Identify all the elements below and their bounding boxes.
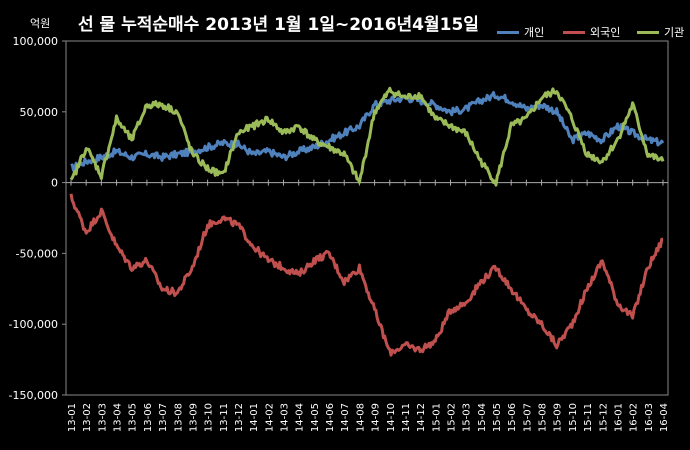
series-line-2: [69, 86, 665, 187]
x-tick-label: 13-07: [158, 403, 169, 432]
series-lines: [69, 86, 665, 357]
legend-label-individual: 개인: [524, 26, 545, 39]
legend-item-institution: 기관: [637, 24, 684, 40]
x-tick-label: 14-04: [295, 403, 306, 432]
x-tick-label: 14-11: [401, 403, 412, 432]
legend-swatch-foreign: [563, 30, 585, 34]
x-tick-label: 13-06: [143, 403, 154, 432]
y-axis-unit-label: 억원: [30, 17, 51, 30]
x-tick-label: 14-10: [386, 403, 397, 432]
legend-label-institution: 기관: [664, 26, 685, 39]
legend-swatch-institution: [637, 30, 659, 34]
x-tick-label: 16-02: [629, 403, 640, 432]
plot-area: [65, 40, 669, 396]
plot-frame: [65, 40, 669, 396]
x-tick-label: 13-02: [82, 403, 93, 432]
x-tick-label: 13-11: [219, 403, 230, 432]
y-tick-label: 0: [51, 177, 58, 190]
x-tick-label: 15-01: [431, 403, 442, 432]
x-tick-label: 14-07: [340, 403, 351, 432]
x-axis: 13-01 13-02 13-03 13-04 13-05 13-06 13-07 13-08…: [66, 179, 670, 432]
x-tick-label: 13-05: [128, 403, 139, 432]
x-tick-label: 13-03: [97, 403, 108, 432]
x-tick-label: 14-05: [310, 403, 321, 432]
x-tick-label: 15-02: [446, 403, 457, 432]
x-tick-label: 15-11: [583, 403, 594, 432]
x-tick-label: 14-03: [280, 403, 291, 432]
y-tick-label: 50,000: [20, 106, 59, 119]
series-line-0: [70, 91, 665, 172]
x-tick-label: 14-06: [325, 403, 336, 432]
legend: 개인 외국인 기관: [0, 24, 690, 44]
x-tick-label: 14-01: [249, 403, 260, 432]
legend-label-foreign: 외국인: [590, 26, 621, 39]
x-tick-label: 15-06: [507, 403, 518, 432]
x-tick-label: 16-04: [659, 403, 670, 432]
x-tick-label: 14-12: [416, 403, 427, 432]
x-tick-label: 15-05: [492, 403, 503, 432]
x-tick-label: 16-01: [613, 403, 624, 432]
x-tick-label: 15-12: [598, 403, 609, 432]
x-tick-label: 15-08: [538, 403, 549, 432]
x-tick-label: 13-08: [173, 403, 184, 432]
y-tick-label: 100,000: [13, 35, 59, 48]
series-line-1: [69, 193, 664, 357]
legend-swatch-individual: [497, 30, 519, 34]
y-tick-label: -150,000: [9, 389, 58, 402]
legend-item-foreign: 외국인: [563, 24, 620, 40]
x-tick-label: 15-09: [553, 403, 564, 432]
x-tick-label: 16-03: [644, 403, 655, 432]
y-axis: 100,000 50,000 0 -50,000 -100,000 -150,000: [9, 35, 66, 402]
y-tick-label: -50,000: [16, 247, 58, 260]
chart-title: 선 물 누적순매수 2013년 1월 1일~2016년4월15일: [78, 15, 479, 35]
x-tick-label: 15-07: [522, 403, 533, 432]
x-tick-label: 15-03: [462, 403, 473, 432]
legend-item-individual: 개인: [497, 24, 544, 40]
x-tick-label: 15-04: [477, 403, 488, 432]
x-tick-label: 13-12: [234, 403, 245, 432]
x-tick-label: 14-08: [355, 403, 366, 432]
x-tick-label: 14-02: [264, 403, 275, 432]
x-tick-label: 15-10: [568, 403, 579, 432]
x-tick-label: 13-01: [67, 403, 78, 432]
x-tick-label: 14-09: [371, 403, 382, 432]
x-tick-label: 13-09: [188, 403, 199, 432]
x-tick-label: 13-04: [113, 403, 124, 432]
x-tick-label: 13-10: [204, 403, 215, 432]
y-tick-label: -100,000: [9, 318, 58, 331]
